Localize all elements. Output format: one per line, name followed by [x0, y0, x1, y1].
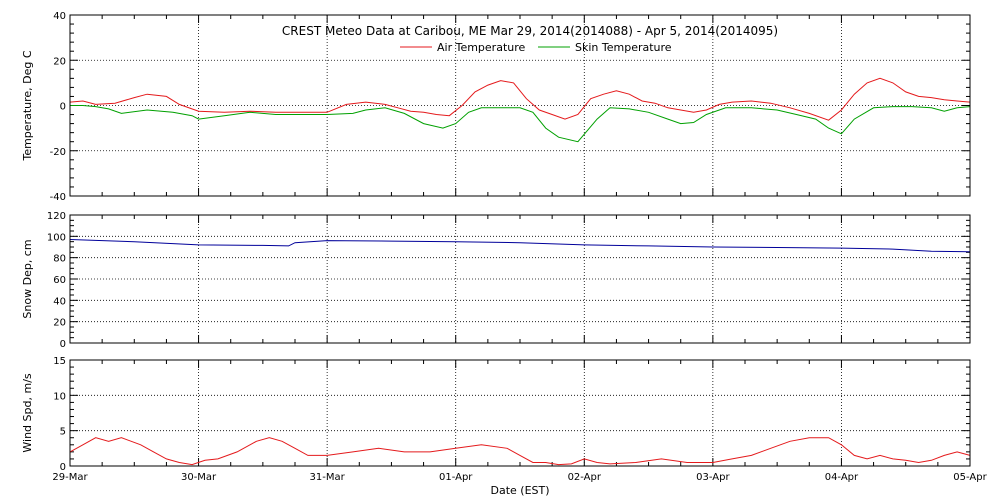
y-tick-label: 20 [53, 318, 66, 329]
series-line-panel-2 [69, 239, 971, 253]
y-tick-label: 120 [47, 211, 66, 222]
plot-frame [69, 359, 971, 467]
y-tick-label: -40 [50, 192, 66, 203]
chart-title: CREST Meteo Data at Caribou, ME Mar 29, … [282, 24, 778, 38]
y-tick-label: 10 [53, 391, 66, 402]
plot-frame [69, 214, 971, 344]
legend-label: Air Temperature [437, 41, 526, 54]
y-tick-label: 5 [60, 427, 66, 438]
panel-3: 15 10 5 0 Wind Spd, m/s 29-Mar 30-Mar 31-Mar 01-… [21, 356, 988, 497]
x-tick-label: 01-Apr [439, 472, 473, 483]
legend-label: Skin Temperature [575, 41, 672, 54]
chart-panels: 40 20 0 -20 -40 Temperature, Deg C CREST Meteo… [21, 11, 988, 497]
panel-2: 120 100 80 60 40 20 0 Snow Dep, cm [21, 211, 971, 350]
y-tick-label: 40 [53, 11, 66, 22]
y-axis-title: Wind Spd, m/s [21, 373, 34, 453]
x-tick-label: 29-Mar [52, 472, 88, 483]
x-tick-label: 30-Mar [181, 472, 217, 483]
plot-frame [69, 14, 971, 197]
legend: Air Temperature Skin Temperature [400, 41, 672, 54]
x-axis-title: Date (EST) [490, 484, 549, 497]
y-tick-label: 60 [53, 275, 66, 286]
series-line-air-temperature [69, 77, 971, 121]
y-tick-label: 0 [60, 102, 66, 113]
x-tick-label: 04-Apr [825, 472, 859, 483]
y-axis-title: Temperature, Deg C [21, 50, 34, 161]
panel-1: 40 20 0 -20 -40 Temperature, Deg C CREST Meteo… [21, 11, 971, 203]
x-tick-label: 31-Mar [310, 472, 346, 483]
y-tick-label: 80 [53, 254, 66, 265]
x-tick-label: 03-Apr [696, 472, 730, 483]
series-line-skin-temperature [70, 105, 971, 143]
series-line-panel-3 [69, 437, 971, 466]
x-tick-label: 05-Apr [953, 472, 987, 483]
y-tick-label: 0 [60, 462, 66, 473]
y-tick-label: 20 [53, 56, 66, 67]
y-tick-label: 0 [60, 339, 66, 350]
y-tick-label: -20 [50, 147, 66, 158]
y-tick-label: 15 [53, 356, 66, 367]
y-axis-title: Snow Dep, cm [21, 239, 34, 318]
x-tick-label: 02-Apr [568, 472, 602, 483]
y-tick-label: 100 [47, 232, 66, 243]
y-tick-label: 40 [53, 296, 66, 307]
